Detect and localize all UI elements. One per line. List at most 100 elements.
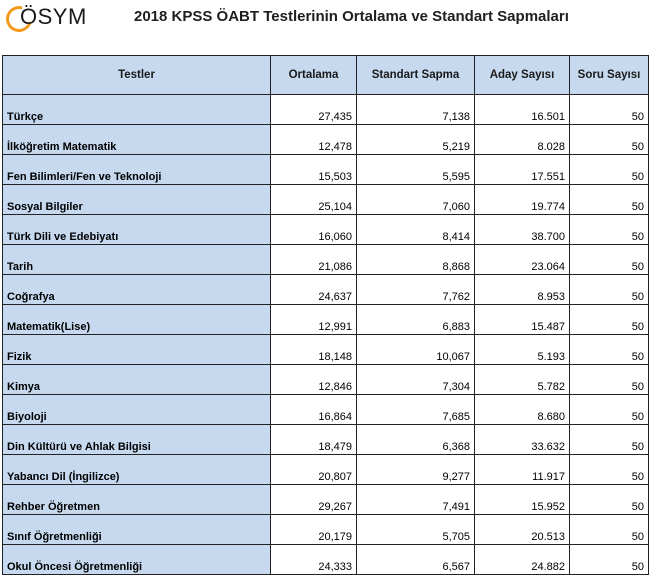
value-cell: 8,414 xyxy=(356,214,475,245)
value-cell: 50 xyxy=(569,394,649,425)
value-cell: 5,595 xyxy=(356,154,475,185)
value-cell: 18,148 xyxy=(270,334,357,365)
table-row: Okul Öncesi Öğretmenliği 24,333 6,567 24.88… xyxy=(2,544,649,575)
value-cell: 50 xyxy=(569,454,649,485)
value-cell: 10,067 xyxy=(356,334,475,365)
value-cell: 50 xyxy=(569,214,649,245)
value-cell: 20,807 xyxy=(270,454,357,485)
test-name-cell: Kimya xyxy=(2,364,271,395)
value-cell: 18,479 xyxy=(270,424,357,455)
value-cell: 50 xyxy=(569,334,649,365)
value-cell: 12,478 xyxy=(270,124,357,155)
table-row: Tarih 21,086 8,868 23.064 50 xyxy=(2,244,649,275)
value-cell: 50 xyxy=(569,484,649,515)
test-name-cell: Biyoloji xyxy=(2,394,271,425)
test-name-cell: Din Kültürü ve Ahlak Bilgisi xyxy=(2,424,271,455)
column-header: Aday Sayısı xyxy=(474,55,570,95)
value-cell: 50 xyxy=(569,124,649,155)
value-cell: 38.700 xyxy=(474,214,570,245)
column-header: Ortalama xyxy=(270,55,357,95)
value-cell: 27,435 xyxy=(270,94,357,125)
test-name-cell: Fizik xyxy=(2,334,271,365)
test-name-cell: Sosyal Bilgiler xyxy=(2,184,271,215)
value-cell: 50 xyxy=(569,304,649,335)
value-cell: 24,637 xyxy=(270,274,357,305)
value-cell: 20.513 xyxy=(474,514,570,545)
table-row: Biyoloji 16,864 7,685 8.680 50 xyxy=(2,394,649,425)
value-cell: 5,705 xyxy=(356,514,475,545)
value-cell: 50 xyxy=(569,424,649,455)
column-header: Soru Sayısı xyxy=(569,55,649,95)
value-cell: 50 xyxy=(569,514,649,545)
value-cell: 9,277 xyxy=(356,454,475,485)
value-cell: 20,179 xyxy=(270,514,357,545)
table-row: İlköğretim Matematik 12,478 5,219 8.028 50 xyxy=(2,124,649,155)
value-cell: 7,491 xyxy=(356,484,475,515)
value-cell: 24.882 xyxy=(474,544,570,575)
table-row: Din Kültürü ve Ahlak Bilgisi 18,479 6,368 3… xyxy=(2,424,649,455)
value-cell: 16.501 xyxy=(474,94,570,125)
value-cell: 6,368 xyxy=(356,424,475,455)
test-name-cell: Fen Bilimleri/Fen ve Teknoloji xyxy=(2,154,271,185)
test-name-cell: Okul Öncesi Öğretmenliği xyxy=(2,544,271,575)
test-name-cell: Yabancı Dil (İngilizce) xyxy=(2,454,271,485)
value-cell: 50 xyxy=(569,184,649,215)
test-name-cell: Matematik(Lise) xyxy=(2,304,271,335)
test-name-cell: Türkçe xyxy=(2,94,271,125)
value-cell: 7,138 xyxy=(356,94,475,125)
value-cell: 17.551 xyxy=(474,154,570,185)
value-cell: 15.487 xyxy=(474,304,570,335)
table-row: Sosyal Bilgiler 25,104 7,060 19.774 50 xyxy=(2,184,649,215)
column-header: Testler xyxy=(2,55,271,95)
test-name-cell: Rehber Öğretmen xyxy=(2,484,271,515)
value-cell: 8.028 xyxy=(474,124,570,155)
value-cell: 8.953 xyxy=(474,274,570,305)
table-row: Türk Dili ve Edebiyatı 16,060 8,414 38.700 5… xyxy=(2,214,649,245)
table-row: Coğrafya 24,637 7,762 8.953 50 xyxy=(2,274,649,305)
table-row: Matematik(Lise) 12,991 6,883 15.487 50 xyxy=(2,304,649,335)
page-header: ÖSYM 2018 KPSS ÖABT Testlerinin Ortalama… xyxy=(0,0,650,52)
value-cell: 19.774 xyxy=(474,184,570,215)
value-cell: 6,883 xyxy=(356,304,475,335)
value-cell: 25,104 xyxy=(270,184,357,215)
value-cell: 50 xyxy=(569,274,649,305)
value-cell: 5,219 xyxy=(356,124,475,155)
value-cell: 24,333 xyxy=(270,544,357,575)
test-name-cell: Türk Dili ve Edebiyatı xyxy=(2,214,271,245)
test-name-cell: Tarih xyxy=(2,244,271,275)
value-cell: 7,304 xyxy=(356,364,475,395)
value-cell: 50 xyxy=(569,364,649,395)
value-cell: 8,868 xyxy=(356,244,475,275)
value-cell: 33.632 xyxy=(474,424,570,455)
table-body: Türkçe 27,435 7,138 16.501 50 İlköğretim Mate… xyxy=(2,94,649,575)
logo-text: ÖSYM xyxy=(20,4,87,29)
value-cell: 12,991 xyxy=(270,304,357,335)
test-name-cell: Coğrafya xyxy=(2,274,271,305)
value-cell: 50 xyxy=(569,154,649,185)
value-cell: 7,685 xyxy=(356,394,475,425)
value-cell: 11.917 xyxy=(474,454,570,485)
value-cell: 7,762 xyxy=(356,274,475,305)
table-row: Sınıf Öğretmenliği 20,179 5,705 20.513 50 xyxy=(2,514,649,545)
table-header-row: Testler Ortalama Standart Sapma Aday Say… xyxy=(2,55,649,95)
value-cell: 5.782 xyxy=(474,364,570,395)
table-row: Rehber Öğretmen 29,267 7,491 15.952 50 xyxy=(2,484,649,515)
value-cell: 29,267 xyxy=(270,484,357,515)
value-cell: 8.680 xyxy=(474,394,570,425)
column-header: Standart Sapma xyxy=(356,55,475,95)
value-cell: 50 xyxy=(569,544,649,575)
value-cell: 15.952 xyxy=(474,484,570,515)
value-cell: 16,060 xyxy=(270,214,357,245)
table-row: Fizik 18,148 10,067 5.193 50 xyxy=(2,334,649,365)
results-table: Testler Ortalama Standart Sapma Aday Say… xyxy=(2,55,649,575)
page-title: 2018 KPSS ÖABT Testlerinin Ortalama ve S… xyxy=(134,8,569,25)
value-cell: 12,846 xyxy=(270,364,357,395)
table-row: Fen Bilimleri/Fen ve Teknoloji 15,503 5,59… xyxy=(2,154,649,185)
value-cell: 50 xyxy=(569,94,649,125)
value-cell: 5.193 xyxy=(474,334,570,365)
osym-logo: ÖSYM xyxy=(1,1,116,44)
table-row: Yabancı Dil (İngilizce) 20,807 9,277 11.917… xyxy=(2,454,649,485)
value-cell: 6,567 xyxy=(356,544,475,575)
test-name-cell: Sınıf Öğretmenliği xyxy=(2,514,271,545)
table-row: Kimya 12,846 7,304 5.782 50 xyxy=(2,364,649,395)
